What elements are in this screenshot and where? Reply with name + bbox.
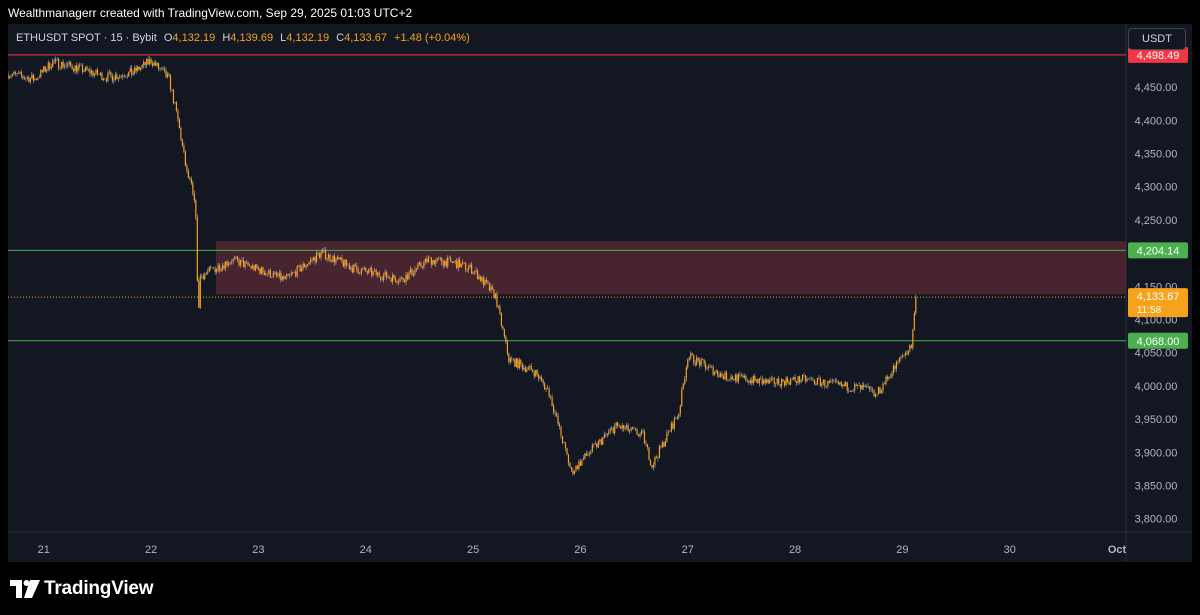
- chart-pane[interactable]: 3,800.00 3,850.00 3,900.00 3,950.00 4,000.00…: [8, 24, 1192, 562]
- zone-top-label: 4,204.14: [1137, 245, 1180, 257]
- tradingview-logo[interactable]: TradingView: [10, 578, 154, 600]
- y-tick-label: 3,800.00: [1135, 514, 1178, 526]
- y-tick-label: 3,950.00: [1135, 414, 1178, 426]
- y-tick-label: 4,400.00: [1135, 115, 1178, 127]
- ohlc-legend: ETHUSDT SPOT · 15 · Bybit O4,132.19 H4,1…: [16, 32, 470, 44]
- y-tick-label: 4,000.00: [1135, 381, 1178, 393]
- x-tick-label: 24: [360, 544, 372, 556]
- x-tick-label: 29: [896, 544, 908, 556]
- symbol-label[interactable]: ETHUSDT SPOT · 15 · Bybit: [16, 32, 157, 44]
- current-price-label: 4,133.67: [1137, 291, 1180, 303]
- open-key: O: [163, 32, 173, 44]
- low-key: L: [280, 32, 287, 44]
- open-value: 4,132.19: [172, 32, 216, 44]
- y-tick-label: 4,350.00: [1135, 148, 1178, 160]
- header-bar: Wealthmanagerr created with TradingView.…: [0, 0, 1200, 24]
- support-label-box: [1128, 332, 1188, 349]
- countdown-label: 11:58: [1137, 305, 1162, 316]
- tradingview-wordmark: TradingView: [44, 578, 154, 599]
- x-tick-label: 27: [682, 544, 694, 556]
- high-value: 4,139.69: [230, 32, 274, 44]
- close-value: 4,133.67: [344, 32, 387, 44]
- close-key: C: [336, 32, 345, 44]
- footer-bar: [0, 562, 1200, 615]
- y-tick-label: 3,850.00: [1135, 481, 1178, 493]
- x-tick-label: 22: [145, 544, 157, 556]
- resistance-label: 4,498.49: [1137, 50, 1180, 62]
- current-price-box: [1128, 288, 1188, 318]
- y-tick-label: 4,450.00: [1135, 82, 1178, 94]
- tradingview-logo-icon: [10, 580, 40, 598]
- y-tick-label: 4,250.00: [1135, 215, 1178, 227]
- x-tick-label: 25: [467, 544, 479, 556]
- resistance-label-box: [1128, 46, 1188, 63]
- zone-top-label-box: [1128, 242, 1188, 259]
- change-value: +1.48 (+0.04%): [394, 32, 470, 44]
- y-tick-label: 4,100.00: [1135, 315, 1178, 327]
- y-tick-label: 3,900.00: [1135, 447, 1178, 459]
- support-label: 4,068.00: [1137, 336, 1180, 348]
- low-value: 4,132.19: [286, 32, 330, 44]
- price-chart[interactable]: 3,800.00 3,850.00 3,900.00 3,950.00 4,000.00…: [8, 24, 1192, 562]
- currency-button[interactable]: USDT: [1128, 28, 1186, 50]
- high-key: H: [222, 32, 231, 44]
- y-tick-label: 4,050.00: [1135, 348, 1178, 360]
- x-tick-label: Oct: [1108, 544, 1127, 556]
- attribution-text: Wealthmanagerr created with TradingView.…: [8, 6, 413, 20]
- x-tick-label: 21: [38, 544, 50, 556]
- x-tick-label: 30: [1004, 544, 1016, 556]
- x-tick-label: 26: [574, 544, 586, 556]
- x-tick-label: 28: [789, 544, 801, 556]
- x-tick-label: 23: [252, 544, 264, 556]
- y-tick-label: 4,300.00: [1135, 182, 1178, 194]
